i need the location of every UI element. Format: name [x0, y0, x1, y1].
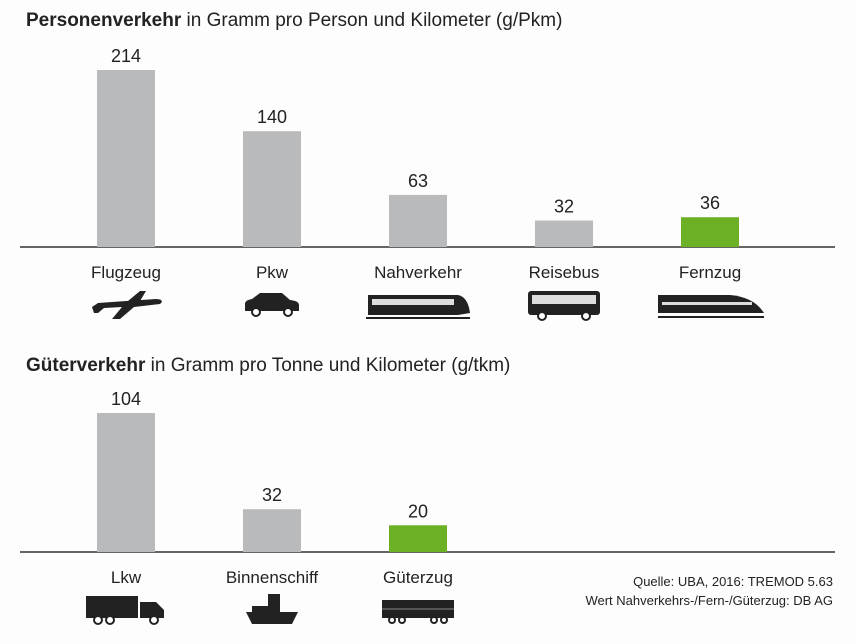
category-label: Güterzug [383, 568, 453, 587]
bar-reisebus [535, 220, 593, 247]
airplane-icon [92, 291, 162, 319]
car-icon [245, 293, 299, 317]
category-label: Fernzug [679, 263, 741, 282]
footnote: Quelle: UBA, 2016: TREMOD 5.63 Wert Nahv… [585, 572, 833, 610]
data-label: 20 [408, 501, 428, 521]
bus-icon [528, 291, 600, 321]
source-note: Quelle: UBA, 2016: TREMOD 5.63 [633, 574, 833, 589]
category-label: Nahverkehr [374, 263, 462, 282]
bar-pkw [243, 131, 301, 247]
category-label: Reisebus [529, 263, 600, 282]
data-label: 63 [408, 171, 428, 191]
bar-binnenschiff [243, 509, 301, 552]
category-label: Binnenschiff [226, 568, 319, 587]
chart-title-freight: Güterverkehr in Gramm pro Tonne und Kilo… [26, 355, 511, 376]
bar-güterzug [389, 525, 447, 552]
data-label: 32 [262, 485, 282, 505]
data-label: 140 [257, 107, 287, 127]
category-label: Pkw [256, 263, 289, 282]
bar-lkw [97, 413, 155, 552]
regional-train-icon [366, 295, 470, 319]
bar-nahverkehr [389, 194, 447, 247]
data-label: 104 [111, 389, 141, 409]
data-label: 36 [700, 193, 720, 213]
truck-icon [86, 596, 164, 625]
category-label: Flugzeug [91, 263, 161, 282]
category-label: Lkw [111, 568, 142, 587]
bar-fernzug [681, 217, 739, 247]
bar-flugzeug [97, 70, 155, 247]
data-label: 214 [111, 46, 141, 66]
data-label: 32 [554, 197, 574, 217]
freight-train-icon [382, 600, 454, 624]
high-speed-train-icon [658, 295, 764, 318]
data-note: Wert Nahverkehrs-/Fern-/Güterzug: DB AG [585, 593, 833, 608]
ship-icon [246, 594, 298, 624]
chart-title-passenger: Personenverkehr in Gramm pro Person und … [26, 10, 563, 31]
